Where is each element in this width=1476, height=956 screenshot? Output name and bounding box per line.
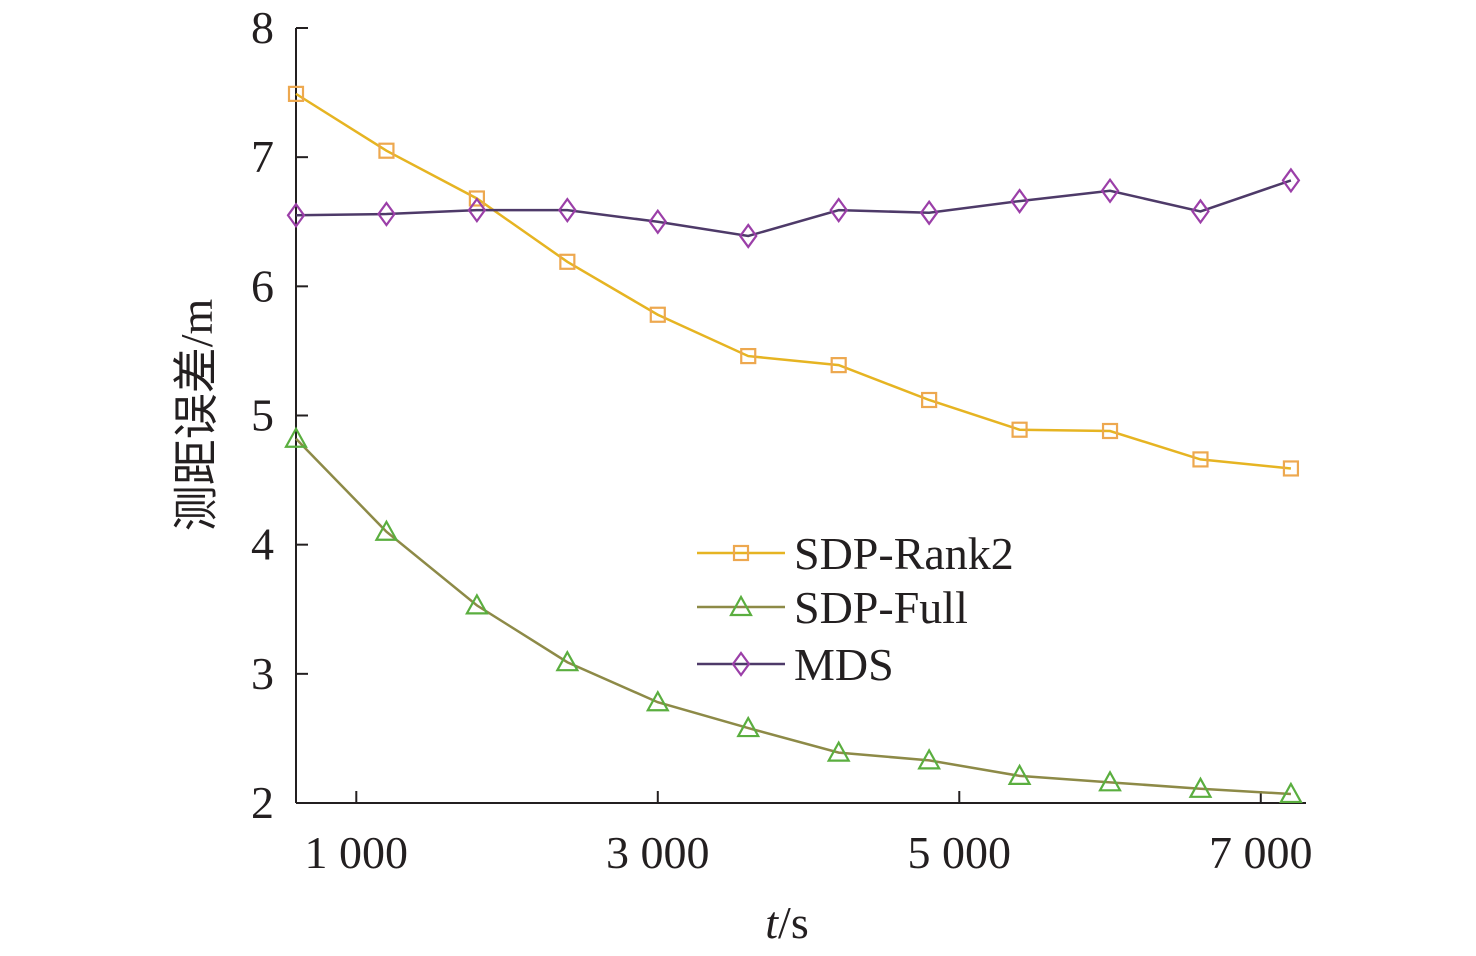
x-tick-label: 7 000 [1209,827,1313,878]
data-point-marker [1101,422,1119,440]
y-tick-label: 6 [251,260,274,311]
data-point-marker [1098,770,1122,792]
data-point-marker [736,715,761,738]
data-point-marker [830,357,847,374]
x-axis-title: t/s [765,897,808,948]
data-point-marker [555,649,580,672]
data-point-marker [1188,776,1213,798]
data-point-marker [468,190,485,207]
data-point-marker [374,519,399,541]
y-tick-label: 8 [251,2,274,53]
y-tick-label: 7 [251,131,274,182]
legend-marker [732,544,750,562]
data-point-marker [557,197,577,223]
data-point-marker [740,347,757,365]
series-layer [284,85,1303,804]
x-axis-title-italic: t [765,897,779,948]
data-point-marker [1192,451,1209,468]
y-tick-label: 4 [251,519,274,570]
series-sdp-full [284,426,1303,804]
data-point-marker [826,740,851,762]
y-tick-label: 5 [251,390,274,441]
legend-marker [729,594,753,617]
data-point-marker [1007,763,1032,785]
legend-label: SDP-Rank2 [794,528,1014,579]
x-axis-title-unit: /s [778,897,809,948]
x-tick-label: 3 000 [606,827,710,878]
x-tick-label: 5 000 [908,827,1012,878]
data-point-marker [921,391,938,409]
data-point-marker [286,202,306,229]
legend-item: SDP-Full [697,582,968,633]
x-ticks: 1 000 3 000 5 000 7 000 [305,791,1313,878]
legend-label: SDP-Full [794,582,968,633]
data-point-marker [919,199,939,226]
data-point-marker [284,426,308,448]
legend-item: MDS [697,639,894,690]
data-point-marker [1010,188,1029,214]
legend-label: MDS [794,639,894,690]
legend-item: SDP-Rank2 [697,528,1014,579]
series-line [295,92,1292,470]
data-point-marker [467,197,487,223]
data-point-marker [738,223,758,249]
data-point-marker [1282,460,1300,477]
data-point-marker [1279,781,1303,804]
data-point-marker [829,197,849,223]
data-point-marker [1011,421,1028,438]
data-point-marker [1191,198,1210,225]
y-ticks: 2 3 4 5 6 7 8 [251,2,308,828]
x-tick-label: 1 000 [305,827,409,878]
data-point-marker [648,208,668,235]
y-tick-label: 3 [251,648,274,699]
data-point-marker [649,306,666,323]
data-point-marker [1100,177,1120,204]
data-point-marker [559,253,576,270]
y-tick-label: 2 [251,777,274,828]
data-point-marker [287,85,305,102]
data-point-marker [1281,167,1301,194]
data-point-marker [917,748,942,770]
data-point-marker [378,142,395,159]
y-axis-title: 测距误差/m [171,299,222,532]
legend-marker [731,651,751,677]
data-point-marker [377,201,396,227]
data-point-marker [465,593,489,615]
series-sdp-rank2 [287,85,1300,477]
data-point-marker [645,689,670,712]
series-mds [286,167,1301,249]
series-line [295,437,1291,796]
series-line [295,179,1292,238]
